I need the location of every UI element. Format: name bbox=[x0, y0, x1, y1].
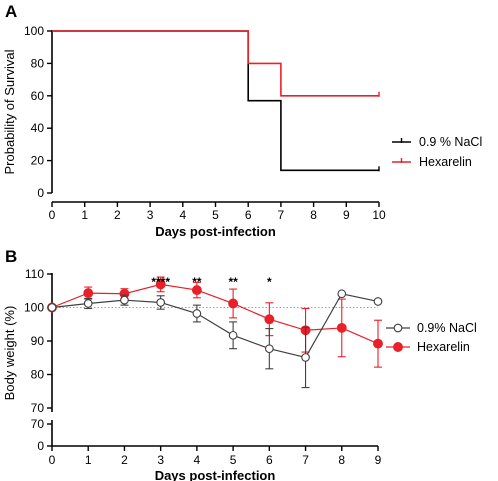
y-axis-title: Body weight (%) bbox=[2, 306, 17, 401]
data-point bbox=[228, 330, 238, 340]
panel-a-letter: A bbox=[5, 2, 17, 21]
y-tick-label: 90 bbox=[31, 334, 45, 348]
x-tick-label: 3 bbox=[157, 453, 164, 467]
x-tick-label: 2 bbox=[114, 208, 121, 222]
y-axis-title: Probability of Survival bbox=[2, 49, 17, 174]
x-tick-label: 9 bbox=[375, 453, 382, 467]
x-axis-title: Days post-infection bbox=[155, 468, 276, 481]
survival-chart: 0 20 40 60 80 100 0 1 2 3 4 5 6 7 8 9 10 Days post-infect… bbox=[2, 24, 482, 239]
data-point bbox=[373, 297, 383, 306]
data-point bbox=[228, 298, 239, 309]
significance-marker: ** bbox=[192, 275, 202, 289]
x-tick-label: 4 bbox=[179, 208, 186, 222]
x-tick-label: 9 bbox=[343, 208, 350, 222]
data-point bbox=[301, 353, 310, 362]
data-point bbox=[83, 288, 94, 299]
x-axis-title: Days post-infection bbox=[155, 224, 276, 239]
panel-b-letter: B bbox=[5, 247, 17, 266]
legend-label: Hexarelin bbox=[419, 155, 472, 169]
data-point bbox=[156, 298, 166, 307]
data-point bbox=[264, 314, 275, 325]
x-tick-label: 1 bbox=[85, 453, 92, 467]
legend-swatch-marker bbox=[393, 323, 403, 333]
y-tick-label: 80 bbox=[31, 368, 45, 382]
legend-swatch-marker bbox=[393, 342, 403, 352]
legend-label: 0.9% NaCl bbox=[417, 321, 477, 335]
y-tick-label: 100 bbox=[24, 301, 44, 315]
x-tick-label: 10 bbox=[372, 208, 386, 222]
data-point bbox=[120, 295, 129, 305]
series-line-1 bbox=[51, 283, 379, 345]
y-tick-label: 110 bbox=[25, 267, 44, 281]
x-tick-label: 7 bbox=[302, 453, 309, 467]
data-point bbox=[373, 338, 383, 349]
y-tick-label-lower: 70 bbox=[31, 417, 45, 431]
y-tick-label: 80 bbox=[31, 56, 45, 70]
x-tick-label: 1 bbox=[81, 208, 88, 222]
y-tick-label: 40 bbox=[31, 121, 45, 135]
body-weight-chart: 70 80 90 100 110 0 70 0 1 2 3 4 5 6 7 8 9 Days post-infec… bbox=[2, 267, 477, 481]
data-point bbox=[192, 309, 202, 318]
data-point bbox=[264, 344, 274, 354]
x-tick-label: 8 bbox=[310, 208, 317, 222]
data-point bbox=[155, 279, 166, 290]
data-point bbox=[83, 299, 93, 308]
significance-marker: **** bbox=[151, 275, 170, 289]
legend-label: Hexarelin bbox=[417, 340, 470, 354]
data-point bbox=[47, 303, 57, 312]
legend-label: 0.9 % NaCl bbox=[419, 135, 482, 149]
y-tick-label-lower: 0 bbox=[37, 439, 44, 453]
data-point bbox=[336, 322, 347, 333]
x-tick-label: 6 bbox=[266, 453, 273, 467]
x-tick-label: 5 bbox=[212, 208, 219, 222]
y-tick-label: 0 bbox=[37, 186, 44, 200]
y-tick-label: 60 bbox=[31, 89, 45, 103]
y-tick-label: 20 bbox=[31, 154, 45, 168]
x-tick-label: 7 bbox=[278, 208, 285, 222]
survival-line-1 bbox=[52, 30, 379, 97]
x-tick-label: 2 bbox=[121, 453, 128, 467]
x-tick-label: 0 bbox=[49, 208, 56, 222]
data-point bbox=[191, 285, 202, 296]
significance-marker: ** bbox=[228, 275, 238, 289]
x-tick-label: 3 bbox=[147, 208, 154, 222]
series-line-0 bbox=[51, 293, 379, 359]
y-tick-label: 70 bbox=[31, 401, 45, 415]
x-tick-label: 4 bbox=[194, 453, 201, 467]
data-point bbox=[337, 289, 347, 299]
x-tick-label: 8 bbox=[338, 453, 345, 467]
x-tick-label: 0 bbox=[49, 453, 56, 467]
x-tick-label: 6 bbox=[245, 208, 252, 222]
significance-marker: * bbox=[267, 275, 272, 289]
x-tick-label: 5 bbox=[230, 453, 237, 467]
y-tick-label: 100 bbox=[24, 24, 44, 38]
survival-line-0 bbox=[52, 30, 379, 172]
